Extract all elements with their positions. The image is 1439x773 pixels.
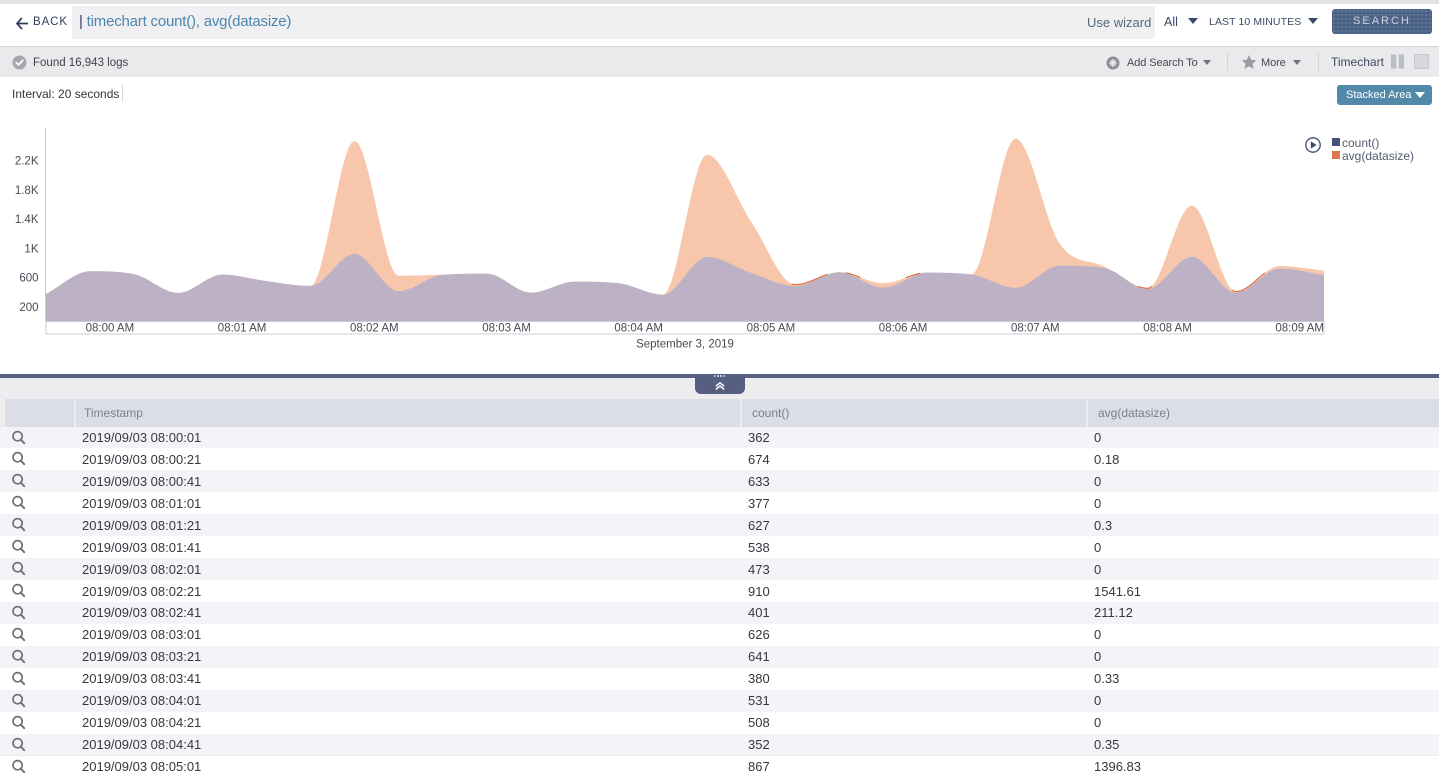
svg-text:08:09 AM: 08:09 AM [1275, 323, 1324, 335]
svg-text:1K: 1K [24, 243, 38, 255]
svg-text:1.8K: 1.8K [15, 185, 39, 197]
svg-text:600: 600 [19, 273, 38, 285]
svg-text:08:04 AM: 08:04 AM [614, 323, 663, 335]
svg-text:08:03 AM: 08:03 AM [482, 323, 531, 335]
svg-text:1.4K: 1.4K [15, 214, 39, 226]
svg-text:08:02 AM: 08:02 AM [350, 323, 399, 335]
svg-text:08:01 AM: 08:01 AM [218, 323, 267, 335]
svg-text:08:06 AM: 08:06 AM [879, 323, 928, 335]
svg-text:08:05 AM: 08:05 AM [747, 323, 796, 335]
svg-text:September 3, 2019: September 3, 2019 [636, 339, 734, 351]
svg-text:08:07 AM: 08:07 AM [1011, 323, 1060, 335]
svg-text:08:08 AM: 08:08 AM [1143, 323, 1192, 335]
svg-text:08:00 AM: 08:00 AM [86, 323, 135, 335]
svg-text:200: 200 [19, 302, 38, 314]
svg-text:2.2K: 2.2K [15, 156, 39, 168]
